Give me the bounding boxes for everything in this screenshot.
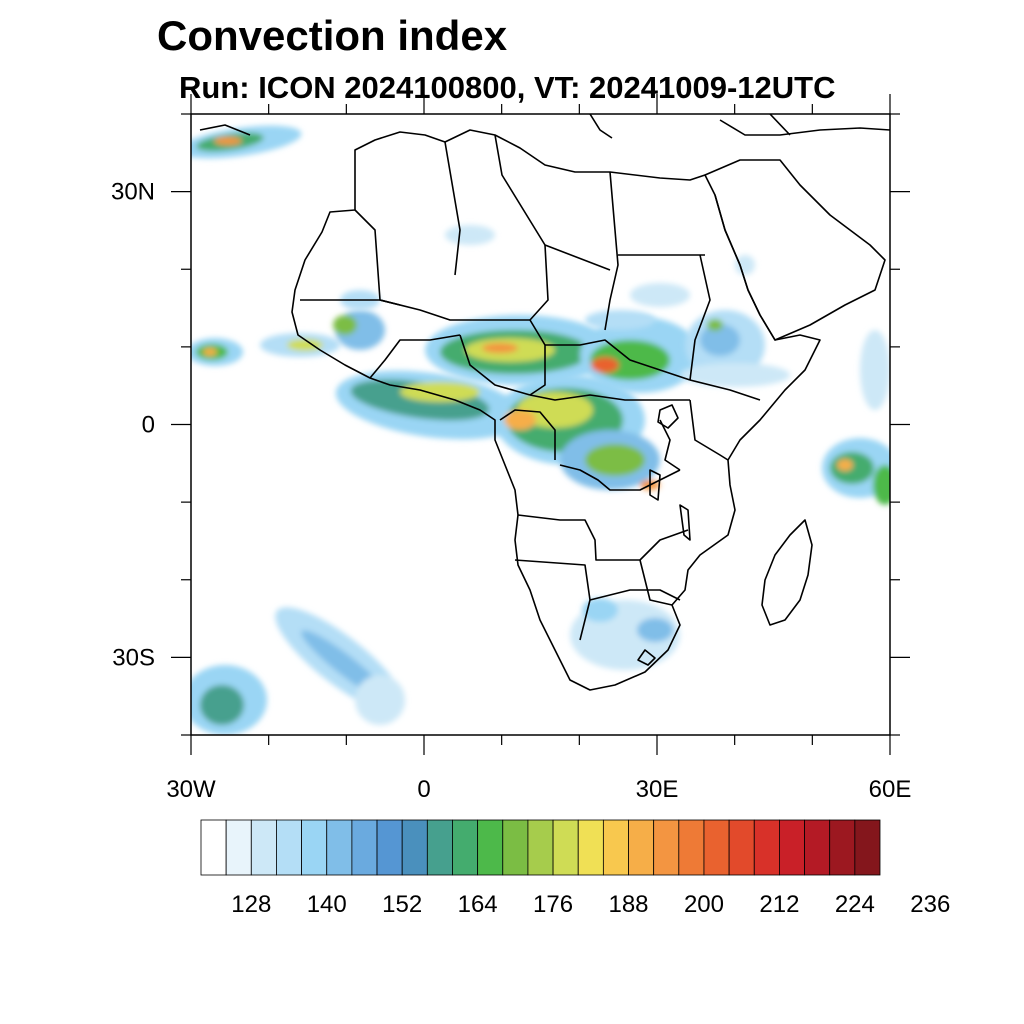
colorbar-swatch <box>401 819 428 876</box>
colorbar-label: 236 <box>910 891 950 918</box>
convection-sahel <box>425 315 700 393</box>
colorbar-labels: 128 140 152 164 176 188 200 212 224 236 <box>231 891 950 918</box>
colorbar-swatch <box>200 819 227 876</box>
page-title: Convection index <box>157 12 508 59</box>
lon-tick-label: 30E <box>636 776 679 803</box>
colorbar-swatch <box>477 819 504 876</box>
colorbar-swatch <box>602 819 629 876</box>
convection-gulf-of-guinea <box>333 310 525 440</box>
colorbar-swatch <box>250 819 277 876</box>
convection-congo-basin <box>495 375 660 490</box>
colorbar-swatch <box>678 819 705 876</box>
colorbar-swatch <box>426 819 453 876</box>
land-outlines <box>199 114 890 691</box>
convection-field <box>191 114 890 735</box>
colorbar-swatch <box>628 819 655 876</box>
colorbar-swatch <box>552 819 579 876</box>
lat-tick-label: 0 <box>142 412 155 439</box>
convection-south-atlantic <box>191 607 405 735</box>
colorbar-label: 224 <box>835 891 875 918</box>
lat-tick-label: 30N <box>111 179 155 206</box>
colorbar-swatch <box>577 819 604 876</box>
colorbar-swatch <box>779 819 805 876</box>
lon-tick-label: 0 <box>417 776 430 803</box>
colorbar-swatch <box>326 819 353 876</box>
colorbar-label: 200 <box>684 891 724 918</box>
convection-indian-ocean <box>822 330 890 505</box>
colorbar-swatch <box>225 819 252 876</box>
colorbar-swatch <box>804 819 831 876</box>
colorbar-swatch <box>653 819 680 876</box>
convection-east-atlantic-north <box>191 125 302 159</box>
colorbar-label: 188 <box>608 891 648 918</box>
longitude-axis: 30W 0 30E 60E <box>166 94 911 803</box>
convection-east-atlantic-west <box>191 333 340 366</box>
latitude-axis: 30N 0 30S <box>111 113 910 736</box>
colorbar-swatch <box>753 819 780 876</box>
convection-southern-africa <box>570 598 680 670</box>
colorbar-label: 128 <box>231 891 271 918</box>
colorbar <box>200 819 881 876</box>
lat-tick-label: 30S <box>112 644 155 671</box>
convection-north-africa-scattered <box>340 225 755 330</box>
lon-tick-label: 60E <box>869 776 912 803</box>
colorbar-label: 212 <box>759 891 799 918</box>
colorbar-label: 152 <box>382 891 422 918</box>
colorbar-swatch <box>276 819 302 876</box>
page-subtitle: Run: ICON 2024100800, VT: 20241009-12UTC <box>179 70 836 105</box>
colorbar-swatch <box>452 819 479 876</box>
colorbar-swatch <box>527 819 554 876</box>
colorbar-swatch <box>351 819 378 876</box>
colorbar-swatch <box>376 819 403 876</box>
colorbar-label: 140 <box>307 891 347 918</box>
colorbar-swatch <box>728 819 755 876</box>
colorbar-swatch <box>301 819 328 876</box>
colorbar-swatch <box>854 819 881 876</box>
colorbar-label: 176 <box>533 891 573 918</box>
colorbar-swatch <box>502 819 529 876</box>
colorbar-label: 164 <box>458 891 498 918</box>
colorbar-swatch <box>829 819 856 876</box>
lon-tick-label: 30W <box>166 776 216 803</box>
convection-ethiopia <box>680 310 790 387</box>
colorbar-swatch <box>703 819 730 876</box>
